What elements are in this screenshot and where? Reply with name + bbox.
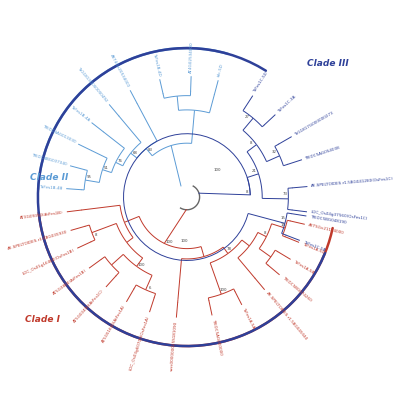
Text: 27: 27 bbox=[244, 115, 250, 119]
Text: 6: 6 bbox=[149, 286, 151, 290]
Text: TaFes1C-3A: TaFes1C-3A bbox=[276, 95, 296, 114]
Text: 78: 78 bbox=[226, 247, 231, 251]
Text: Clade III: Clade III bbox=[307, 60, 349, 68]
Text: tdc-5D: tdc-5D bbox=[217, 63, 225, 78]
Text: 100: 100 bbox=[181, 239, 188, 243]
Text: TaFes1C-5D: TaFes1C-5D bbox=[253, 72, 269, 94]
Text: ssss000000025S181090: ssss000000025S181090 bbox=[170, 321, 178, 371]
Text: AETSGv21114000: AETSGv21114000 bbox=[308, 223, 344, 235]
Text: TRIDC5AG000000: TRIDC5AG000000 bbox=[211, 318, 222, 355]
Text: 8: 8 bbox=[95, 233, 97, 237]
Text: LOC_Os01g16460(OsFes1B): LOC_Os01g16460(OsFes1B) bbox=[22, 248, 75, 276]
Text: TRIDC5BG074260: TRIDC5BG074260 bbox=[281, 276, 312, 302]
Text: TaFes1B-4B: TaFes1B-4B bbox=[39, 185, 63, 190]
Text: 100: 100 bbox=[214, 168, 221, 172]
Text: Clade II: Clade II bbox=[30, 173, 68, 182]
Text: AT4G02534000: AT4G02534000 bbox=[189, 41, 194, 73]
Text: AE.SPELTOIDES.r1.5BG041280(OsFes1C): AE.SPELTOIDES.r1.5BG041280(OsFes1C) bbox=[311, 177, 394, 188]
Text: AT3G09350(AtFes1B): AT3G09350(AtFes1B) bbox=[20, 210, 64, 220]
Text: 95: 95 bbox=[87, 175, 92, 179]
Text: 68: 68 bbox=[132, 151, 137, 155]
Text: AT5G3860(AtFes1B): AT5G3860(AtFes1B) bbox=[52, 269, 88, 296]
Text: AT5G02490(AtFes1C): AT5G02490(AtFes1C) bbox=[73, 288, 105, 323]
Text: AT5G51640(AtFes1A): AT5G51640(AtFes1A) bbox=[101, 304, 126, 344]
Text: TaFes1A-5A: TaFes1A-5A bbox=[242, 307, 256, 330]
Text: 15: 15 bbox=[280, 216, 286, 220]
Text: AE.SPELTOIDES.r1.5BG045040: AE.SPELTOIDES.r1.5BG045040 bbox=[265, 291, 308, 341]
Text: 8: 8 bbox=[246, 190, 248, 194]
Text: LOC_Os03g60700(OsFes1A): LOC_Os03g60700(OsFes1A) bbox=[129, 315, 150, 371]
Text: 51: 51 bbox=[104, 166, 109, 170]
Text: TRIDC5BG048190: TRIDC5BG048190 bbox=[310, 214, 346, 224]
Text: 76: 76 bbox=[117, 159, 122, 163]
Text: AET4Gv20534000: AET4Gv20534000 bbox=[109, 54, 130, 88]
Text: TaFes1A-5D: TaFes1A-5D bbox=[302, 242, 325, 254]
Text: TaG1813G000000492: TaG1813G000000492 bbox=[77, 66, 108, 103]
Text: TRIDC4BG037340: TRIDC4BG037340 bbox=[31, 154, 67, 167]
Text: 8: 8 bbox=[264, 230, 266, 234]
Text: 100: 100 bbox=[166, 240, 173, 244]
Text: LOC_Os04g37560(OsFes1C): LOC_Os04g37560(OsFes1C) bbox=[310, 210, 368, 221]
Text: 8: 8 bbox=[250, 141, 252, 145]
Text: TRIDC5AG054038: TRIDC5AG054038 bbox=[305, 145, 341, 160]
Text: TaFes1B-4D: TaFes1B-4D bbox=[152, 52, 161, 76]
Text: 32: 32 bbox=[272, 150, 277, 154]
Text: TaFes1C-5B: TaFes1C-5B bbox=[302, 240, 326, 252]
Text: TaFes1B-4A: TaFes1B-4A bbox=[69, 104, 90, 122]
Text: 100: 100 bbox=[137, 264, 144, 268]
Text: 73: 73 bbox=[283, 192, 288, 196]
Text: TRIDC4AG013030: TRIDC4AG013030 bbox=[41, 125, 76, 144]
Text: 83: 83 bbox=[147, 148, 152, 152]
Text: 15: 15 bbox=[280, 224, 285, 228]
Text: AE.SPELTOIDES.r1.4BG035930: AE.SPELTOIDES.r1.4BG035930 bbox=[7, 230, 68, 250]
Text: 100: 100 bbox=[220, 288, 227, 292]
Text: Clade I: Clade I bbox=[25, 316, 60, 324]
Text: 21: 21 bbox=[252, 169, 257, 173]
Text: TaFes1A-5B: TaFes1A-5B bbox=[292, 260, 315, 275]
Text: TaG1817G000000273: TaG1817G000000273 bbox=[294, 111, 334, 137]
